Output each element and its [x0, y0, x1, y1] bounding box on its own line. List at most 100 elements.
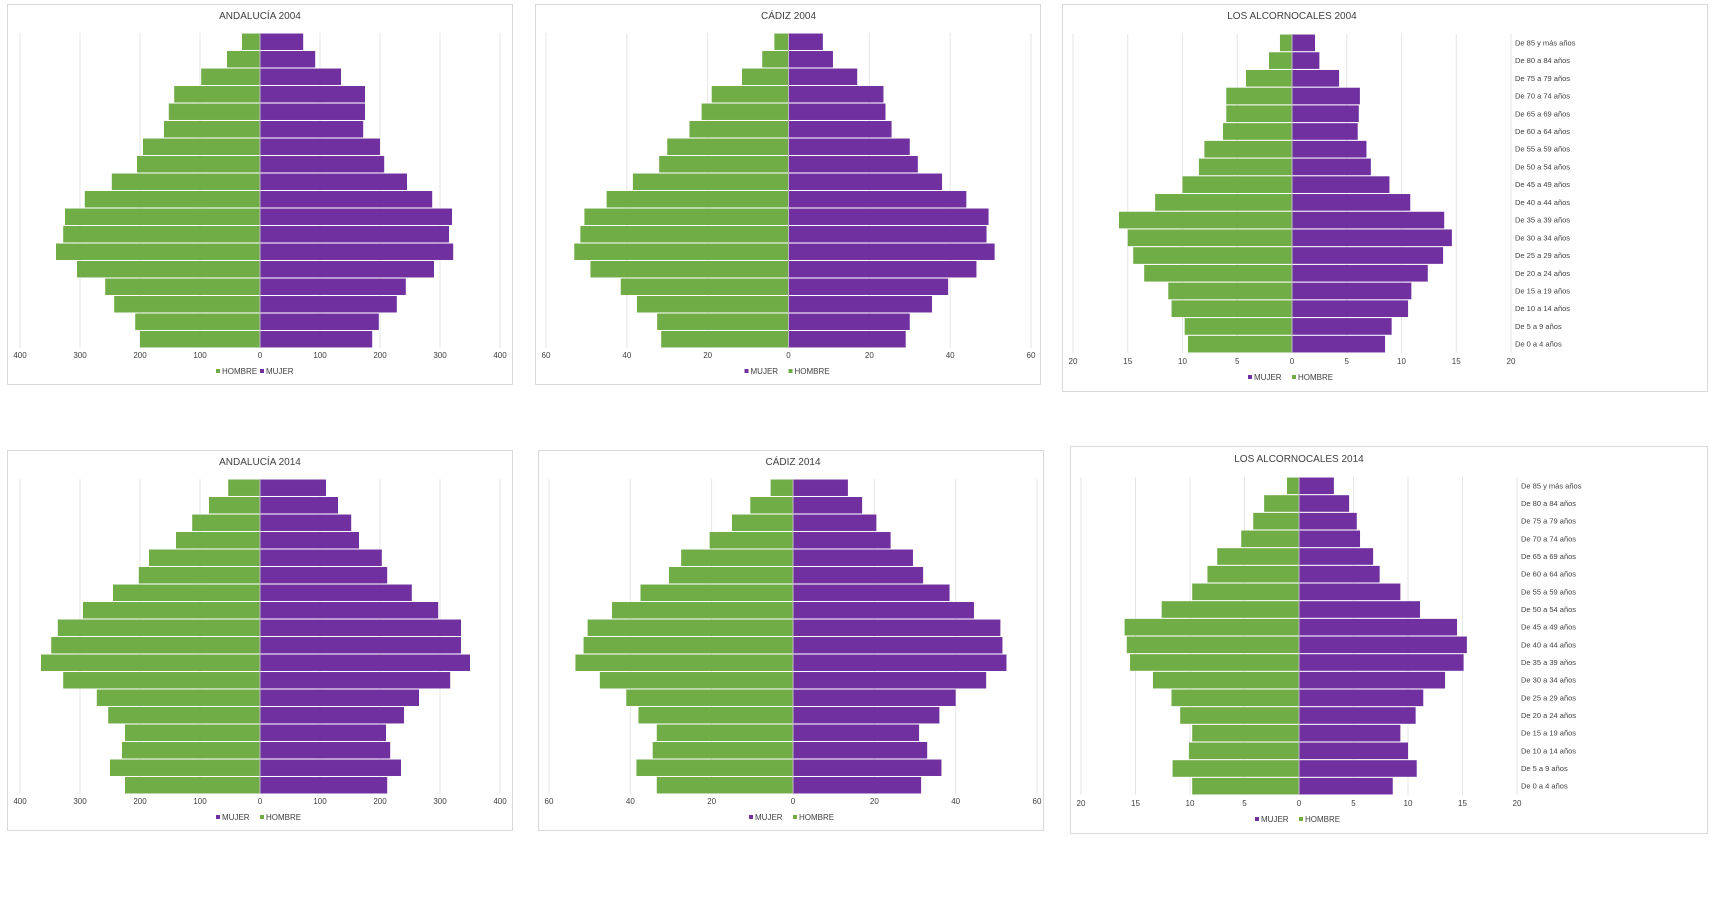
legend-swatch-mujer: [744, 369, 749, 373]
category-label: De 60 a 64 años: [1521, 570, 1576, 579]
bar-mujer-de-10-a-14-anos: [1292, 300, 1409, 318]
bar-mujer-de-15-a-19-anos: [260, 724, 386, 741]
bar-mujer-de-85-y-mas-anos: [793, 479, 848, 496]
bar-hombre-de-10-a-14-anos: [122, 742, 260, 759]
bar-hombre-de-75-a-79-anos: [192, 514, 260, 531]
bar-hombre-de-35-a-39-anos: [575, 654, 793, 671]
bar-mujer-de-55-a-59-anos: [1299, 583, 1401, 601]
bar-hombre-de-55-a-59-anos: [1204, 140, 1292, 158]
x-tick-label: 15: [1452, 357, 1461, 366]
category-label: De 50 a 54 años: [1521, 605, 1576, 614]
bar-hombre-de-85-y-mas-anos: [1287, 477, 1299, 495]
bar-hombre-de-5-a-9-anos: [657, 313, 789, 330]
bar-hombre-de-75-a-79-anos: [742, 68, 789, 85]
bar-mujer-de-0-a-4-anos: [1292, 335, 1386, 353]
bar-mujer-de-70-a-74-anos: [1292, 87, 1360, 105]
legend-swatch-hombre: [793, 815, 797, 819]
bar-mujer-de-50-a-54-anos: [1299, 601, 1420, 618]
bar-mujer-de-10-a-14-anos: [793, 742, 928, 759]
bar-hombre-de-30-a-34-anos: [1127, 229, 1292, 247]
category-label: De 5 a 9 años: [1521, 764, 1568, 773]
category-label: De 50 a 54 años: [1515, 162, 1570, 171]
bar-mujer-de-45-a-49-anos: [1299, 618, 1458, 636]
bar-hombre-de-50-a-54-anos: [659, 156, 789, 173]
category-label: De 35 a 39 años: [1515, 216, 1570, 225]
bar-hombre-de-80-a-84-anos: [1269, 52, 1292, 69]
bar-mujer-de-75-a-79-anos: [1292, 69, 1340, 87]
bar-hombre-de-0-a-4-anos: [1192, 777, 1299, 795]
bar-hombre-de-40-a-44-anos: [84, 191, 260, 208]
category-label: De 15 a 19 años: [1515, 286, 1570, 295]
x-tick-label: 15: [1458, 799, 1467, 808]
category-label: De 55 a 59 años: [1521, 587, 1576, 596]
bar-mujer-de-10-a-14-anos: [788, 296, 932, 313]
legend-swatch-mujer: [1255, 817, 1259, 821]
legend-label-hombre: HOMBRE: [1298, 373, 1333, 382]
bar-mujer-de-60-a-64-anos: [1292, 123, 1358, 140]
bar-mujer-de-60-a-64-anos: [1299, 565, 1380, 583]
bar-mujer-de-75-a-79-anos: [260, 514, 352, 531]
bar-mujer-de-30-a-34-anos: [788, 226, 987, 243]
bar-hombre-de-45-a-49-anos: [1124, 618, 1299, 636]
legend-swatch-mujer: [1248, 375, 1252, 379]
bar-hombre-de-20-a-24-anos: [108, 707, 260, 724]
bar-hombre-de-50-a-54-anos: [612, 602, 793, 619]
chart-svg: ANDALUCÍA 2014 400 300 200 100 0 100 200 300 400 M…: [13, 455, 507, 822]
x-tick-label: 40: [626, 797, 635, 806]
bar-hombre-de-45-a-49-anos: [111, 173, 260, 190]
bar-hombre-de-85-y-mas-anos: [242, 33, 260, 50]
bar-hombre-de-70-a-74-anos: [1226, 87, 1292, 105]
x-tick-label: 0: [1297, 799, 1302, 808]
bar-hombre-de-35-a-39-anos: [1118, 211, 1292, 229]
bar-hombre-de-0-a-4-anos: [125, 777, 260, 794]
bar-hombre-de-80-a-84-anos: [209, 497, 260, 514]
bar-mujer-de-45-a-49-anos: [793, 619, 1001, 636]
category-label: De 25 a 29 años: [1521, 693, 1576, 702]
bar-mujer-de-5-a-9-anos: [260, 313, 379, 330]
x-tick-label: 100: [193, 351, 207, 360]
bar-hombre-de-60-a-64-anos: [1223, 123, 1292, 140]
bar-mujer-de-65-a-69-anos: [1299, 548, 1374, 565]
x-tick-label: 300: [73, 351, 87, 360]
bar-mujer-de-35-a-39-anos: [793, 654, 1007, 671]
bar-mujer-de-30-a-34-anos: [1292, 229, 1452, 247]
bar-hombre-de-0-a-4-anos: [661, 331, 789, 348]
x-tick-label: 400: [493, 797, 507, 806]
chart-cadiz-2004: CÁDIZ 2004 60 40 20 0 20 40 60 MUJER HOMBRE: [535, 4, 1041, 385]
bar-mujer-de-55-a-59-anos: [1292, 140, 1367, 158]
bar-mujer-de-80-a-84-anos: [793, 497, 863, 514]
bar-mujer-de-0-a-4-anos: [788, 331, 906, 348]
bar-hombre-de-25-a-29-anos: [626, 689, 793, 706]
category-label: De 20 a 24 años: [1515, 269, 1570, 278]
bar-mujer-de-60-a-64-anos: [788, 121, 892, 138]
bar-mujer-de-0-a-4-anos: [260, 331, 373, 348]
x-tick-label: 400: [13, 797, 27, 806]
bar-hombre-de-40-a-44-anos: [583, 637, 793, 654]
category-label: De 85 y más años: [1521, 481, 1582, 490]
bar-hombre-de-55-a-59-anos: [640, 584, 793, 601]
bar-mujer-de-40-a-44-anos: [1299, 636, 1467, 654]
category-label: De 45 a 49 años: [1521, 623, 1576, 632]
bar-mujer-de-60-a-64-anos: [793, 567, 924, 584]
bar-mujer-de-80-a-84-anos: [260, 51, 316, 68]
chart-svg: CÁDIZ 2004 60 40 20 0 20 40 60 MUJER HOMBRE: [542, 9, 1036, 376]
x-tick-label: 20: [1513, 799, 1522, 808]
bar-mujer-de-70-a-74-anos: [260, 532, 359, 549]
bar-hombre-de-45-a-49-anos: [587, 619, 793, 636]
category-label: De 80 a 84 años: [1521, 499, 1576, 508]
legend-label-hombre: HOMBRE: [799, 813, 834, 822]
bar-mujer-de-40-a-44-anos: [793, 637, 1003, 654]
bar-mujer-de-15-a-19-anos: [1292, 282, 1412, 300]
bar-hombre-de-80-a-84-anos: [762, 51, 789, 68]
bar-hombre-de-60-a-64-anos: [689, 121, 789, 138]
bar-hombre-de-10-a-14-anos: [636, 296, 789, 313]
x-tick-label: 0: [258, 797, 263, 806]
x-tick-label: 5: [1242, 799, 1247, 808]
bar-hombre-de-40-a-44-anos: [1126, 636, 1299, 654]
category-label: De 10 a 14 años: [1521, 746, 1576, 755]
bar-hombre-de-0-a-4-anos: [140, 331, 260, 348]
bar-mujer-de-0-a-4-anos: [793, 777, 922, 794]
category-label: De 65 a 69 años: [1515, 109, 1570, 118]
x-tick-label: 20: [1069, 357, 1078, 366]
category-label: De 35 a 39 años: [1521, 658, 1576, 667]
